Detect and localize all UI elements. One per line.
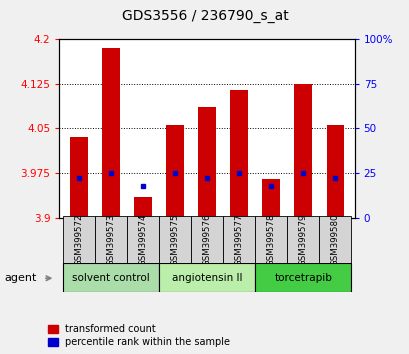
Text: GSM399576: GSM399576	[202, 213, 211, 266]
Text: agent: agent	[4, 273, 36, 283]
Bar	[126, 216, 159, 264]
Bar	[198, 108, 216, 218]
Bar	[102, 48, 119, 218]
Text: GSM399575: GSM399575	[170, 213, 179, 266]
Bar	[287, 216, 319, 264]
Bar	[191, 216, 222, 264]
Bar	[70, 137, 87, 218]
Bar	[262, 179, 279, 218]
Bar	[134, 197, 151, 218]
Text: GSM399574: GSM399574	[138, 213, 147, 266]
Bar	[294, 84, 311, 218]
Bar	[254, 263, 351, 292]
Text: GDS3556 / 236790_s_at: GDS3556 / 236790_s_at	[121, 9, 288, 23]
Bar	[319, 216, 351, 264]
Text: GSM399573: GSM399573	[106, 213, 115, 266]
Bar	[254, 216, 287, 264]
Text: GSM399579: GSM399579	[298, 214, 307, 266]
Text: GSM399580: GSM399580	[330, 213, 339, 266]
Text: GSM399578: GSM399578	[266, 213, 275, 266]
Bar	[159, 263, 254, 292]
Legend: transformed count, percentile rank within the sample: transformed count, percentile rank withi…	[46, 322, 231, 349]
Text: angiotensin II: angiotensin II	[171, 273, 242, 282]
Bar	[230, 90, 247, 218]
Text: solvent control: solvent control	[72, 273, 149, 282]
Text: GSM399572: GSM399572	[74, 213, 83, 266]
Text: GSM399577: GSM399577	[234, 213, 243, 266]
Bar	[166, 125, 183, 218]
Bar	[94, 216, 126, 264]
Bar	[222, 216, 254, 264]
Bar	[159, 216, 191, 264]
Bar	[326, 125, 344, 218]
Bar	[63, 216, 94, 264]
Bar	[63, 263, 159, 292]
Text: torcetrapib: torcetrapib	[274, 273, 331, 282]
